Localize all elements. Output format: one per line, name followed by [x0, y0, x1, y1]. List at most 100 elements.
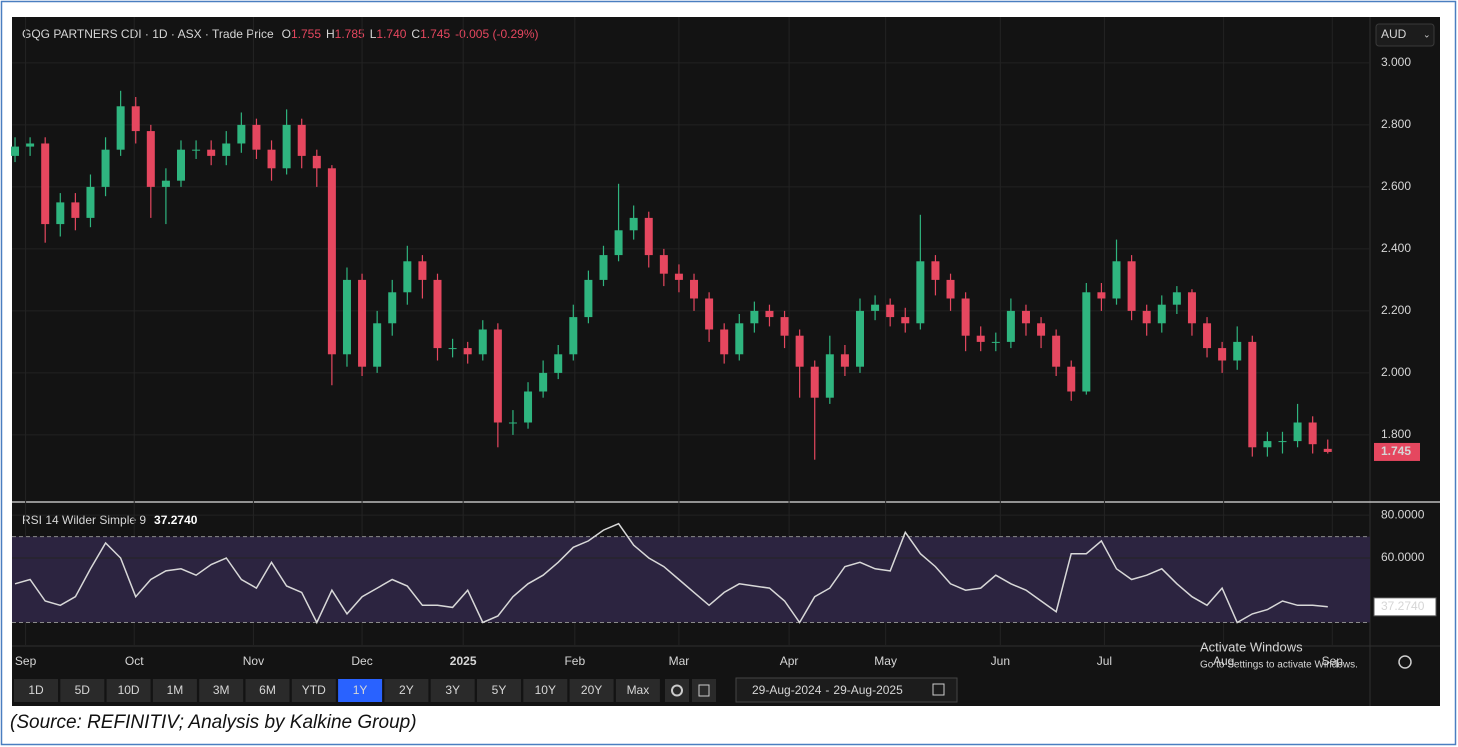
- y-tick-label: 2.800: [1381, 117, 1411, 131]
- watermark-text: Go to Settings to activate Windows.: [1200, 660, 1358, 671]
- candle-body: [886, 304, 895, 318]
- ohlc-value: 1.785: [335, 27, 365, 41]
- currency-dropdown[interactable]: [1375, 23, 1435, 47]
- candle-body: [388, 292, 397, 324]
- candle-body: [433, 279, 442, 349]
- candle-body: [478, 329, 487, 355]
- candle-body: [946, 279, 955, 299]
- x-tick-label: 2025: [450, 654, 477, 668]
- rsi-tag-label: 37.2740: [1381, 599, 1425, 613]
- watermark-title: Activate Windows: [1200, 639, 1303, 654]
- candle-body: [810, 366, 819, 398]
- candle-body: [901, 317, 910, 324]
- candle-body: [1127, 261, 1136, 311]
- range-button[interactable]: [199, 679, 244, 702]
- rsi-line: [14, 522, 1328, 625]
- rsi-name: RSI 14 Wilder Simple 9: [22, 513, 146, 527]
- range-label: 3Y: [445, 683, 460, 697]
- ohlc-key: C: [411, 27, 420, 41]
- x-tick-label: Sep: [1322, 654, 1344, 668]
- candle-body: [1006, 310, 1015, 342]
- candle-body: [1233, 341, 1242, 361]
- y-tick-label: 60.0000: [1381, 550, 1425, 564]
- rsi-value: 37.2740: [154, 513, 198, 527]
- date-to: 29-Aug-2025: [833, 683, 903, 697]
- range-label: YTD: [302, 683, 326, 697]
- range-button[interactable]: [245, 679, 290, 702]
- candle-body: [146, 131, 155, 187]
- candle-body: [56, 202, 65, 225]
- last-price-tag: [1374, 442, 1420, 461]
- rsi-band: [12, 536, 1370, 623]
- range-label: 1Y: [353, 683, 368, 697]
- dropdown-caret: ⌄: [1423, 29, 1431, 39]
- candle-body: [599, 255, 608, 280]
- range-button[interactable]: [338, 679, 383, 702]
- rsi-title: RSI 14 Wilder Simple 9 37.2740: [22, 513, 198, 527]
- currency: AUD: [1381, 27, 1407, 41]
- range-button[interactable]: [106, 679, 151, 702]
- candle-body: [327, 168, 336, 355]
- range-label: 6M: [259, 683, 276, 697]
- candle-body: [991, 341, 1000, 343]
- range-button[interactable]: [152, 679, 197, 702]
- range-label: 1M: [167, 683, 184, 697]
- candle-body: [1112, 261, 1121, 299]
- settings-icon[interactable]: [1398, 655, 1412, 669]
- candle-body: [825, 354, 834, 398]
- candle-body: [629, 217, 638, 231]
- range-button[interactable]: [384, 679, 429, 702]
- x-tick-label: Jun: [991, 654, 1010, 668]
- range-label: 1D: [28, 683, 44, 697]
- y-tick-label: 2.000: [1381, 365, 1411, 379]
- candle-body: [342, 279, 351, 355]
- ohlc-value: 1.755: [291, 27, 321, 41]
- candle-body: [418, 261, 427, 280]
- ohlc-key: L: [370, 27, 377, 41]
- change: -0.005 (-0.29%): [455, 27, 538, 41]
- candle-body: [795, 335, 804, 367]
- range-button[interactable]: [60, 679, 105, 702]
- range-label: 10D: [118, 683, 140, 697]
- candle-body: [584, 279, 593, 318]
- candle-body: [855, 310, 864, 367]
- candle-body: [297, 124, 306, 156]
- range-button[interactable]: [569, 679, 614, 702]
- x-tick-label: Feb: [564, 654, 585, 668]
- candle-body: [524, 391, 533, 423]
- candle-body: [282, 124, 291, 169]
- range-button[interactable]: [523, 679, 568, 702]
- candle-body: [659, 255, 668, 274]
- range-button[interactable]: [615, 679, 660, 702]
- candle-body: [554, 354, 563, 373]
- candle-body: [237, 124, 246, 144]
- range-button[interactable]: [430, 679, 475, 702]
- candle-body: [493, 329, 502, 423]
- x-tick-label: Oct: [125, 654, 144, 668]
- candle-body: [1323, 448, 1332, 452]
- candle-body: [161, 180, 170, 187]
- x-tick-label: Sep: [15, 654, 37, 668]
- candle-body: [780, 317, 789, 336]
- candle-body: [1067, 366, 1076, 392]
- range-button[interactable]: [291, 679, 336, 702]
- range-label: 2Y: [399, 683, 414, 697]
- date-range[interactable]: [735, 677, 958, 703]
- candle-body: [1037, 323, 1046, 336]
- range-button[interactable]: [14, 679, 58, 702]
- chart-title: GQG PARTNERS CDI · 1D · ASX · Trade Pric…: [22, 27, 274, 41]
- candle-body: [690, 279, 699, 299]
- date-from: 29-Aug-2024: [752, 683, 822, 697]
- candle-body: [735, 323, 744, 355]
- candle-body: [569, 317, 578, 355]
- candle-body: [1157, 304, 1166, 324]
- range-label: 20Y: [581, 683, 602, 697]
- range-button[interactable]: [477, 679, 521, 702]
- candle-body: [539, 372, 548, 392]
- candle-body: [1248, 341, 1257, 448]
- table-button[interactable]: [692, 679, 716, 702]
- candle-body: [840, 354, 849, 367]
- settings-button[interactable]: [665, 679, 689, 702]
- candle-body: [705, 298, 714, 330]
